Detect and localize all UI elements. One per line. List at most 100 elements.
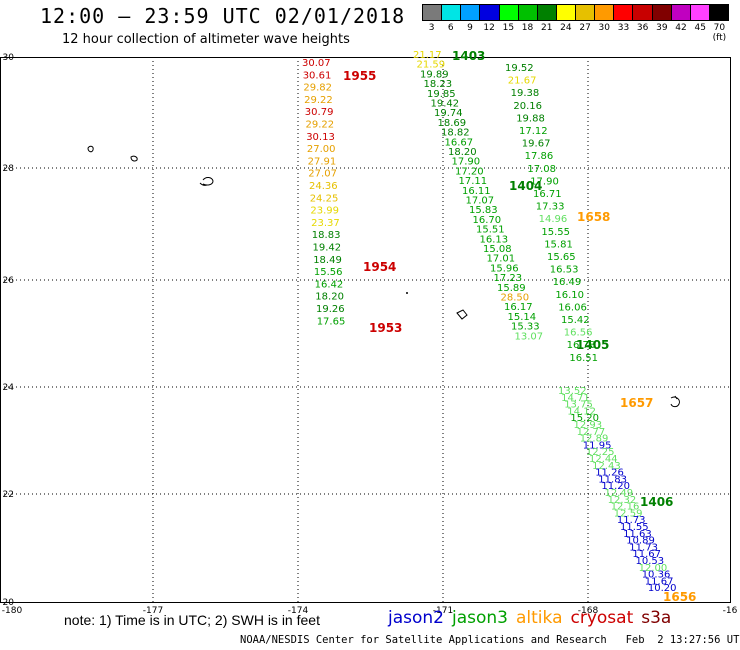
s3a-value: 30.07: [302, 58, 331, 69]
colorbar-swatch: [442, 5, 462, 20]
legend-item-jason2: jason2: [388, 608, 444, 628]
s3a-value: 24.36: [309, 181, 338, 192]
s3a-value: 27.07: [308, 169, 337, 180]
s3a-value: 24.25: [310, 193, 339, 204]
pass-time-label: 1656: [663, 590, 696, 604]
s3a-value: 19.26: [316, 304, 345, 315]
jason3-value: 17.90: [530, 176, 559, 187]
x-tick-label: -180: [2, 606, 23, 616]
y-tick-label: 22: [3, 490, 14, 500]
jason3-value: 16.49: [553, 277, 582, 288]
jason3-value: 19.74: [434, 108, 463, 119]
colorbar-swatch: [671, 5, 691, 20]
jason3-value: 17.08: [527, 164, 556, 175]
jason3-value: 14.96: [539, 214, 568, 225]
colorbar-label: 45: [694, 23, 706, 33]
jason3-value: 17.33: [536, 202, 565, 213]
map-subtitle: 12 hour collection of altimeter wave hei…: [62, 32, 350, 47]
colorbar-label: 24: [560, 23, 572, 33]
jason3-value: 16.10: [555, 290, 584, 301]
jason3-value: 18.69: [438, 118, 467, 129]
s3a-value: 30.13: [306, 132, 335, 143]
jason2-value: 11.83: [598, 474, 627, 485]
jason3-value: 17.12: [519, 126, 548, 137]
pass-time-label: 1405: [576, 338, 609, 352]
colorbar-swatch: [614, 5, 634, 20]
jason3-value: 21.59: [417, 60, 446, 71]
jason3-value: 17.01: [487, 254, 516, 265]
y-tick-label: 20: [3, 598, 15, 608]
jason3-value: 16.78: [567, 340, 596, 351]
jason2-value: 12.93: [574, 420, 603, 431]
jason2-value: 13.52: [558, 386, 587, 397]
s3a-value: 30.61: [303, 70, 332, 81]
jason3-value: 16.56: [564, 328, 593, 339]
pass-time-label: 1954: [363, 260, 396, 274]
jason3-value: 15.14: [508, 312, 537, 323]
colorbar-swatch: [499, 5, 519, 20]
footer-note: note: 1) Time is in UTC; 2) SWH is in fe…: [64, 612, 320, 628]
s3a-value: 29.22: [304, 95, 333, 106]
jason3-value: 16.11: [462, 186, 491, 197]
jason3-value: 16.53: [550, 265, 579, 276]
jason3-value: 19.85: [427, 89, 456, 100]
jason2-value: 11.20: [601, 481, 630, 492]
colorbar-label: 3: [428, 23, 435, 33]
wave-height-colorbar: 3 6 9 12 15 18 21 24 27 30 33 36 39 42 45 70 (ft): [422, 4, 729, 43]
colorbar-swatch: [423, 5, 443, 20]
island-outline: [87, 145, 94, 153]
island-outline: [456, 309, 468, 320]
jason3-value: 19.42: [431, 99, 460, 110]
s3a-value: 15.56: [314, 267, 343, 278]
jason2-value: 14.71: [561, 393, 590, 404]
s3a-value: 18.49: [313, 255, 342, 266]
s3a-value: 19.42: [313, 243, 342, 254]
jason3-value: 16.67: [445, 137, 474, 148]
jason3-value: 15.89: [497, 283, 526, 294]
colorbar-swatch: [652, 5, 672, 20]
colorbar-label: 42: [675, 23, 687, 33]
jason2-value: 11.55: [620, 522, 649, 533]
colorbar-label: 15: [502, 23, 515, 33]
jason3-value: 20.16: [513, 101, 542, 112]
credit-line: NOAA/NESDIS Center for Satellite Applica…: [240, 634, 740, 646]
jason3-value: 19.52: [505, 63, 534, 74]
pass-time-label: 1403: [452, 49, 485, 63]
s3a-value: 16.42: [315, 279, 344, 290]
jason3-value: 28.50: [501, 293, 530, 304]
s3a-value: 29.82: [303, 83, 332, 94]
colorbar-swatch: [461, 5, 481, 20]
jason3-value: 21.17: [413, 50, 442, 61]
s3a-value: 27.00: [307, 144, 336, 155]
map-frame: [0, 57, 731, 603]
jason3-value: 13.07: [515, 331, 544, 342]
jason2-value: 11.73: [629, 542, 658, 553]
colorbar-swatch: [556, 5, 576, 20]
jason2-value: 12.25: [586, 447, 615, 458]
colorbar-label: 33: [617, 23, 630, 33]
colorbar-label: 6: [447, 23, 454, 33]
jason2-value: 10.53: [636, 556, 665, 567]
y-tick-label: 26: [3, 276, 15, 286]
colorbar-label: 18: [521, 23, 534, 33]
colorbar-label: 27: [579, 23, 591, 33]
jason2-value: 11.73: [617, 515, 646, 526]
jason3-value: 16.71: [533, 189, 562, 200]
pass-time-label: 1955: [343, 69, 376, 83]
colorbar-swatch: [518, 5, 538, 20]
jason2-value: 10.89: [626, 536, 655, 547]
jason2-value: 10.20: [648, 583, 677, 594]
jason3-value: 15.42: [561, 315, 590, 326]
jason3-value: 17.86: [525, 151, 554, 162]
pass-time-label: 1657: [620, 396, 653, 410]
colorbar-swatch: [633, 5, 653, 20]
jason2-value: 12.77: [577, 427, 606, 438]
colorbar-label: 70 (ft): [712, 23, 727, 43]
colorbar-label: 30: [598, 23, 610, 33]
jason2-value: 11.67: [632, 549, 661, 560]
jason3-value: 16.06: [558, 302, 587, 313]
jason3-value: 18.82: [441, 128, 470, 139]
island-outline: [130, 155, 138, 162]
y-tick-label: 30: [3, 53, 15, 63]
